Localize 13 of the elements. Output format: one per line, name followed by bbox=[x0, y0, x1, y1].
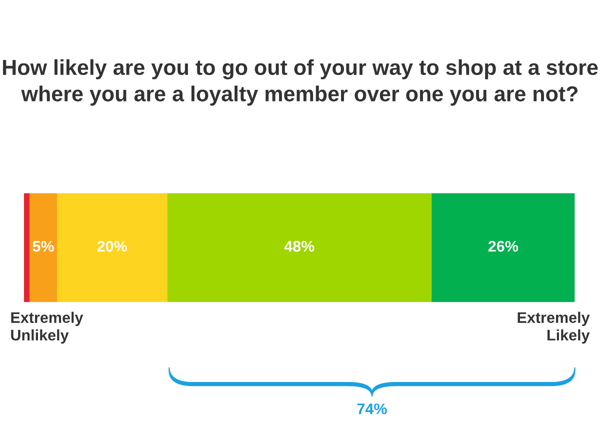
bar bbox=[167, 193, 432, 302]
text: Extremely Likely bbox=[518, 312, 590, 344]
text: 74% bbox=[357, 403, 387, 414]
data-label: 20% bbox=[97, 240, 128, 252]
bar bbox=[24, 193, 30, 302]
data-label: 48% bbox=[284, 240, 314, 252]
bar bbox=[432, 193, 575, 302]
bar bbox=[30, 193, 58, 302]
bar bbox=[57, 193, 168, 302]
text: Extremely Unlikely bbox=[11, 312, 84, 344]
data-label: 26% bbox=[488, 240, 518, 252]
chart-title: How likely are you to go out of your way to shop at a store where you are a loyalty member over one you are not? bbox=[3, 59, 598, 106]
data-label: 5% bbox=[32, 240, 54, 252]
